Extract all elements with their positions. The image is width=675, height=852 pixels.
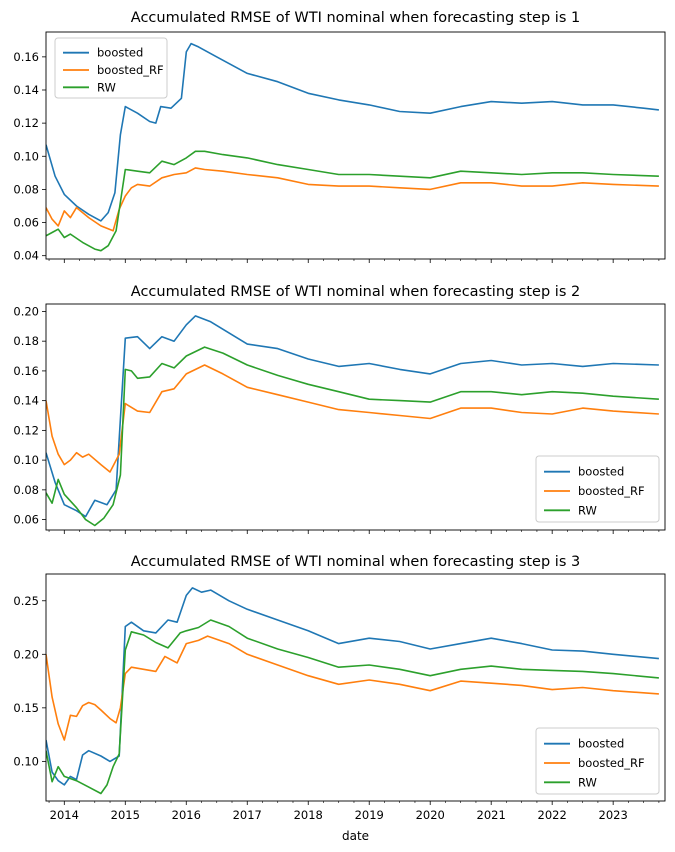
y-tick-label: 0.20 xyxy=(13,647,39,661)
legend-label-boosted_RF: boosted_RF xyxy=(97,63,164,77)
legend-label-boosted_RF: boosted_RF xyxy=(578,484,645,498)
chart-title: Accumulated RMSE of WTI nominal when for… xyxy=(131,554,580,570)
chart-title: Accumulated RMSE of WTI nominal when for… xyxy=(131,10,580,26)
series-line-boosted_RF xyxy=(46,364,659,473)
x-tick-label: 2021 xyxy=(477,808,506,822)
y-tick-label: 0.20 xyxy=(13,304,39,318)
legend-label-RW: RW xyxy=(578,775,597,789)
series-line-boosted xyxy=(46,42,659,222)
legend-label-RW: RW xyxy=(97,80,116,94)
y-tick-label: 0.06 xyxy=(13,216,39,230)
plot-frame xyxy=(45,303,666,531)
series-line-boosted xyxy=(46,315,659,518)
y-tick-label: 0.10 xyxy=(13,754,39,768)
y-tick-label: 0.18 xyxy=(13,334,39,348)
y-tick-label: 0.08 xyxy=(13,182,39,196)
x-tick-label: 2019 xyxy=(355,808,384,822)
legend-label-boosted: boosted xyxy=(97,46,143,60)
y-tick-label: 0.16 xyxy=(13,50,39,64)
y-tick-label: 0.16 xyxy=(13,364,39,378)
x-tick-label: 2018 xyxy=(294,808,323,822)
x-tick-label: 2014 xyxy=(50,808,79,822)
x-tick-label: 2022 xyxy=(538,808,567,822)
y-tick-label: 0.12 xyxy=(13,423,39,437)
plot-frame xyxy=(45,31,666,260)
legend: boosted boosted_RF RW xyxy=(535,455,660,523)
series-line-boosted xyxy=(46,587,659,786)
series-line-RW xyxy=(46,346,659,527)
x-axis-label: date xyxy=(342,829,369,843)
y-tick-label: 0.04 xyxy=(13,249,39,263)
y-tick-label: 0.14 xyxy=(13,83,39,97)
y-tick-label: 0.06 xyxy=(13,513,39,527)
y-tick-label: 0.25 xyxy=(13,594,39,608)
y-tick-label: 0.15 xyxy=(13,701,39,715)
legend: boosted boosted_RF RW xyxy=(54,37,168,99)
x-tick-label: 2015 xyxy=(111,808,140,822)
x-tick-label: 2020 xyxy=(416,808,445,822)
y-tick-label: 0.14 xyxy=(13,394,39,408)
x-tick-label: 2017 xyxy=(233,808,262,822)
legend-label-boosted: boosted xyxy=(578,737,624,751)
series-line-boosted_RF xyxy=(46,635,659,741)
plot-frame xyxy=(45,573,666,802)
series-line-RW xyxy=(46,619,659,795)
y-tick-label: 0.10 xyxy=(13,149,39,163)
legend-label-RW: RW xyxy=(578,503,597,517)
x-tick-label: 2023 xyxy=(599,808,628,822)
y-tick-label: 0.08 xyxy=(13,483,39,497)
legend-label-boosted_RF: boosted_RF xyxy=(578,756,645,770)
legend: boosted boosted_RF RW xyxy=(535,727,660,795)
y-tick-label: 0.10 xyxy=(13,453,39,467)
chart-panel-1: Accumulated RMSE of WTI nominal when for… xyxy=(13,10,666,263)
legend-label-boosted: boosted xyxy=(578,465,624,479)
series-line-boosted_RF xyxy=(46,167,659,232)
series-line-RW xyxy=(46,150,659,252)
chart-panel-3: Accumulated RMSE of WTI nominal when for… xyxy=(13,554,666,843)
x-tick-label: 2016 xyxy=(172,808,201,822)
chart-panel-2: Accumulated RMSE of WTI nominal when for… xyxy=(13,284,666,534)
chart-title: Accumulated RMSE of WTI nominal when for… xyxy=(131,284,580,300)
y-tick-label: 0.12 xyxy=(13,116,39,130)
